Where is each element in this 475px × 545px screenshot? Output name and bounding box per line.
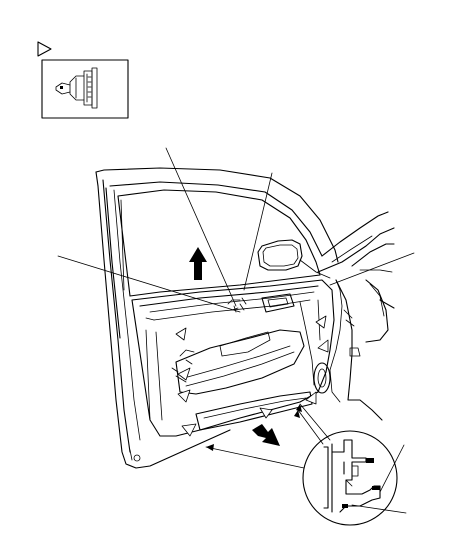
arrow-down-right-icon	[252, 424, 280, 446]
clip-locations	[175, 315, 329, 437]
map-pocket	[195, 391, 313, 431]
clip-detail-circle	[302, 430, 398, 526]
leader-line-right-lower-2	[351, 504, 407, 514]
leader-line-clip-lower	[297, 409, 324, 445]
leader-line-top-right	[243, 172, 273, 291]
inset-box	[41, 59, 129, 119]
vehicle-body	[317, 211, 395, 421]
leader-line-top-left	[165, 147, 237, 307]
inner-handle	[261, 293, 295, 313]
door-panel	[131, 279, 335, 437]
speaker	[313, 362, 331, 394]
arrow-up-icon	[189, 247, 207, 280]
side-mirror	[257, 239, 331, 279]
leader-line-bottom	[205, 446, 305, 469]
armrest	[171, 329, 305, 395]
leader-line-left	[57, 255, 241, 313]
door-frame	[95, 167, 339, 469]
callout-lines	[57, 147, 415, 514]
triangle-outline-icon	[37, 41, 52, 57]
leader-line-right-upper	[329, 252, 415, 286]
leader-line-clip-upper	[299, 403, 331, 441]
door-glass	[117, 189, 321, 297]
leader-line-right-lower-1	[379, 444, 405, 493]
trim-clip-icon	[55, 67, 98, 109]
